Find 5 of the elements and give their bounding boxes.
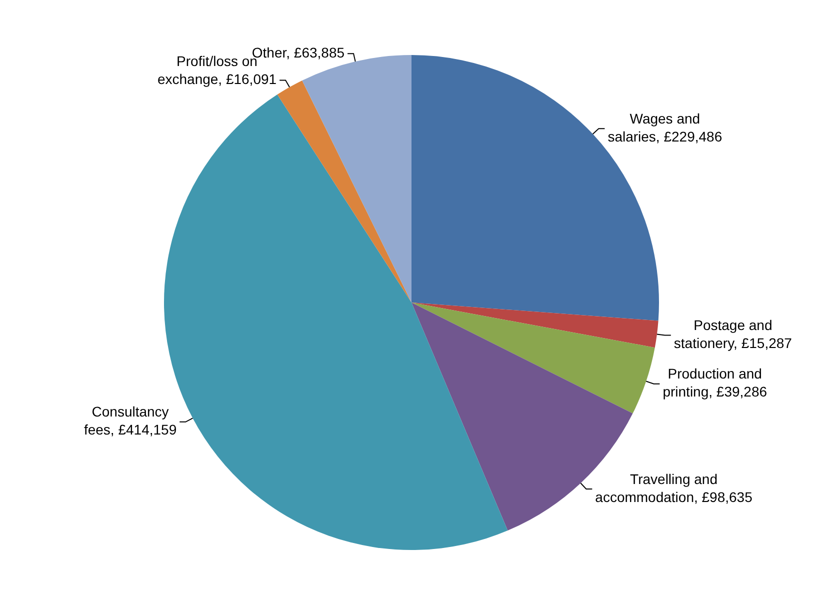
- slice-label: Consultancy fees, £414,159: [84, 404, 177, 438]
- slice-label: Travelling and accommodation, £98,635: [595, 470, 753, 505]
- slice-label: Postage and stationery, £15,287: [674, 317, 792, 352]
- slice-label: Wages and salaries, £229,486: [608, 110, 722, 144]
- slice-label: Production and printing, £39,286: [662, 366, 768, 400]
